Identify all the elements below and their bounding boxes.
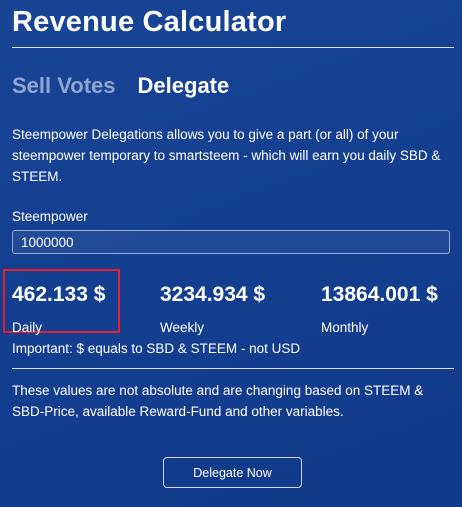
daily-highlight-box: [3, 269, 120, 333]
tab-sell-votes[interactable]: Sell Votes: [12, 73, 116, 98]
disclaimer-text: These values are not absolute and are ch…: [12, 383, 424, 419]
daily-stat: 462.133 $ Daily: [12, 283, 105, 335]
section-divider: [12, 368, 454, 369]
steempower-label: Steempower: [12, 209, 88, 224]
weekly-value: 3234.934 $: [160, 283, 266, 306]
daily-value: 462.133 $: [12, 283, 106, 306]
daily-label: Daily: [12, 320, 43, 335]
monthly-stat: 13864.001 $ Monthly: [321, 283, 438, 335]
steempower-input[interactable]: [12, 230, 450, 254]
calculator-tabs: Sell Votes Delegate: [12, 73, 229, 99]
page-title: Revenue Calculator: [12, 6, 287, 38]
weekly-label: Weekly: [160, 320, 205, 335]
weekly-stat: 3234.934 $ Weekly: [160, 283, 265, 335]
monthly-value: 13864.001 $: [321, 283, 438, 306]
important-note: Important: $ equals to SBD & STEEM - not…: [12, 341, 301, 356]
monthly-label: Monthly: [321, 320, 369, 335]
title-divider: [12, 47, 454, 48]
delegation-description: Steempower Delegations allows you to giv…: [12, 127, 441, 184]
delegate-now-button[interactable]: Delegate Now: [163, 457, 302, 488]
tab-delegate[interactable]: Delegate: [137, 73, 230, 98]
